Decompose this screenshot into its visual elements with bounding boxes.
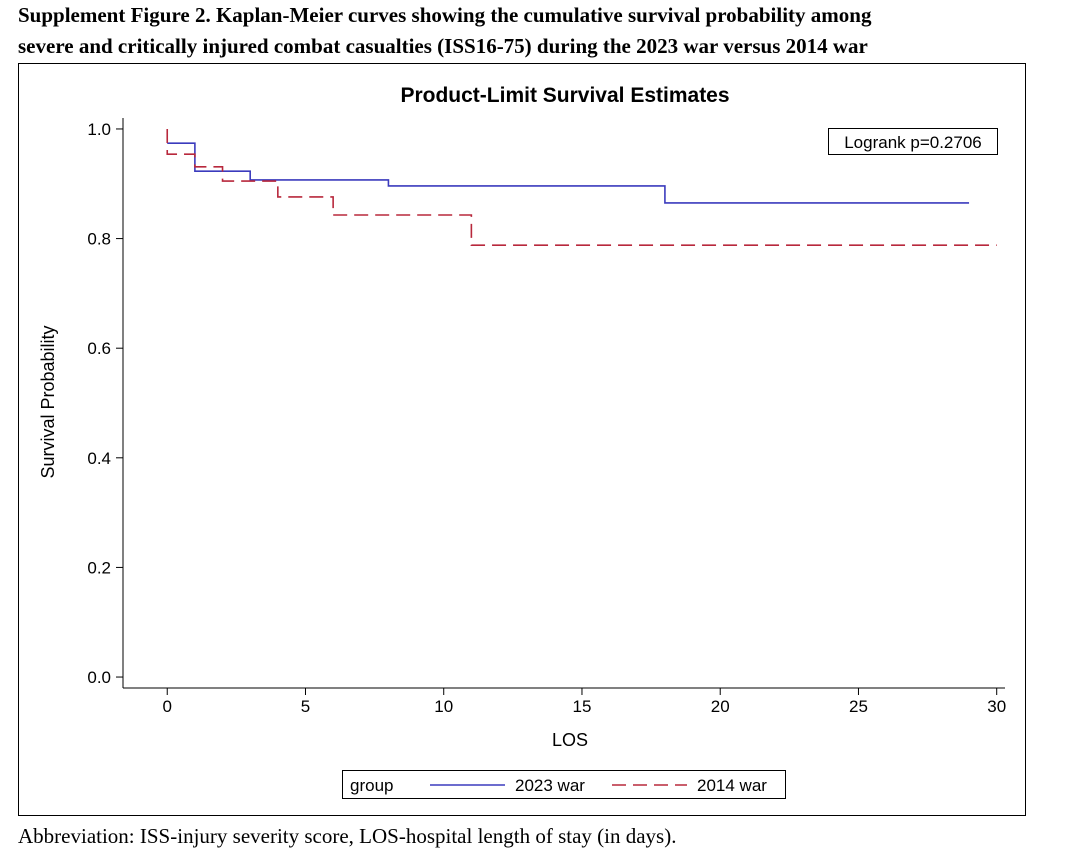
legend-box bbox=[342, 770, 786, 799]
chart-title: Product-Limit Survival Estimates bbox=[400, 84, 729, 107]
footnote: Abbreviation: ISS-injury severity score,… bbox=[18, 824, 676, 848]
x-tick-label: 0 bbox=[163, 697, 172, 716]
x-tick-label: 30 bbox=[987, 697, 1006, 716]
caption-line: Supplement Figure 2. Kaplan-Meier curves… bbox=[18, 3, 872, 27]
x-tick-label: 5 bbox=[301, 697, 310, 716]
x-tick-label: 20 bbox=[711, 697, 730, 716]
figure-frame bbox=[18, 63, 1026, 816]
legend-label: 2014 war bbox=[697, 776, 767, 795]
annotation-box bbox=[828, 128, 998, 155]
caption-line: severe and critically injured combat cas… bbox=[18, 34, 868, 58]
legend-label: 2023 war bbox=[515, 776, 585, 795]
legend-title: group bbox=[350, 776, 393, 795]
y-tick-label: 0.6 bbox=[87, 339, 111, 358]
y-tick-label: 0.4 bbox=[87, 449, 111, 468]
y-tick-label: 0.8 bbox=[87, 230, 111, 249]
y-tick-label: 1.0 bbox=[87, 120, 111, 139]
x-tick-label: 15 bbox=[573, 697, 592, 716]
y-tick-label: 0.2 bbox=[87, 558, 111, 577]
x-axis-label: LOS bbox=[552, 730, 588, 750]
y-axis-label: Survival Probability bbox=[38, 325, 58, 478]
x-tick-label: 25 bbox=[849, 697, 868, 716]
x-tick-label: 10 bbox=[434, 697, 453, 716]
annotation: Logrank p=0.2706 bbox=[844, 133, 982, 152]
y-tick-label: 0.0 bbox=[87, 668, 111, 687]
survival-curve bbox=[166, 128, 997, 246]
